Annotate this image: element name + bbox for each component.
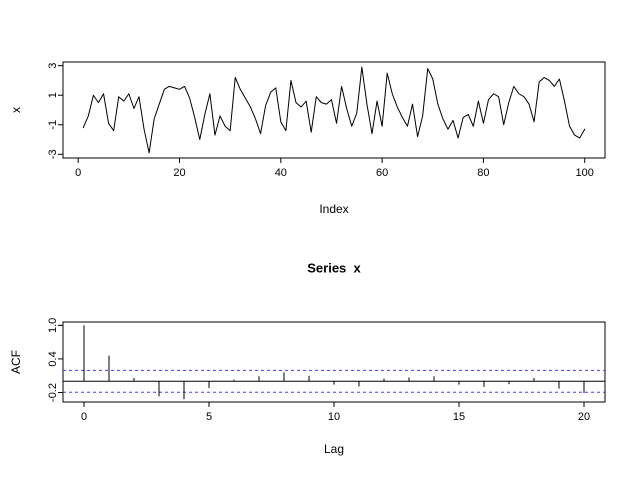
top-x-tick-label: 60	[376, 167, 388, 179]
acf-chart-ylabel: ACF	[9, 350, 23, 374]
top-plot-box	[62, 61, 606, 159]
acf-x-tick-label: 20	[578, 411, 590, 423]
top-y-tick-label: -1	[47, 120, 59, 130]
top-x-tick-label: 0	[75, 167, 81, 179]
acf-x-tick-label: 5	[206, 411, 212, 423]
acf-x-tick-label: 15	[453, 411, 465, 423]
time-series-line	[82, 66, 586, 154]
acf-x-tick-label: 0	[81, 411, 87, 423]
acf-chart-title: Series x	[307, 260, 361, 276]
acf-y-tick-label: -0.2	[47, 383, 59, 402]
top-chart-ylabel: x	[9, 107, 23, 113]
top-y-tick-label: 1	[47, 92, 59, 98]
top-chart-xlabel: Index	[319, 202, 349, 216]
top-x-tick-label: 20	[173, 167, 185, 179]
top-x-tick-label: 80	[477, 167, 489, 179]
top-y-tick-label: 3	[47, 63, 59, 69]
top-x-tick-label: 40	[275, 167, 287, 179]
top-y-tick-label: -3	[47, 149, 59, 159]
acf-y-tick-label: 1.0	[47, 318, 59, 333]
top-x-tick-label: 100	[576, 167, 594, 179]
acf-x-tick-label: 10	[328, 411, 340, 423]
acf-y-tick-label: 0.4	[47, 351, 59, 366]
acf-chart-xlabel: Lag	[323, 442, 345, 456]
acf-plot-box	[62, 321, 606, 403]
